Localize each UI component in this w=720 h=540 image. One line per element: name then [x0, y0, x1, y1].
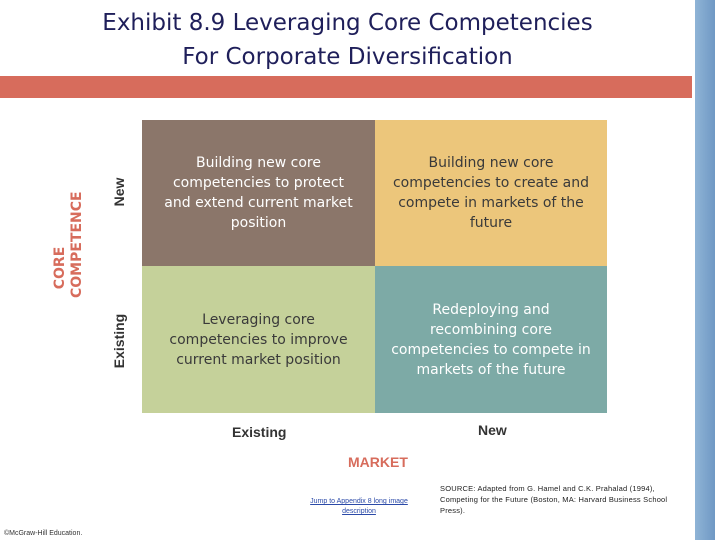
jump-to-appendix-link[interactable]: Jump to Appendix 8 long image descriptio…	[310, 498, 408, 515]
title-line-1: Exhibit 8.9 Leveraging Core Competencies	[102, 10, 593, 36]
y-tick-existing: Existing	[111, 313, 127, 369]
y-tick-new: New	[111, 177, 127, 207]
source-note: SOURCE: Adapted from G. Hamel and C.K. P…	[440, 484, 668, 515]
cell-top-right-text: Building new core competencies to create…	[392, 155, 590, 231]
cell-top-right: Building new core competencies to create…	[375, 120, 607, 266]
cell-bottom-left: Leveraging core competencies to improve …	[142, 266, 375, 413]
copyright-note: ©McGraw-Hill Education.	[4, 530, 83, 537]
sidebar-stripe	[695, 0, 715, 540]
cell-bottom-right-text: Redeploying and recombining core compete…	[391, 301, 591, 378]
cell-bottom-left-text: Leveraging core competencies to improve …	[169, 311, 348, 368]
y-axis-label-text: CORE COMPETENCE	[52, 191, 85, 298]
x-tick-existing: Existing	[232, 424, 287, 440]
cell-top-left: Building new core competencies to protec…	[142, 120, 375, 266]
y-axis-label: CORE COMPETENCE	[52, 191, 92, 328]
x-axis-label: MARKET	[348, 454, 408, 470]
cell-top-left-text: Building new core competencies to protec…	[164, 155, 353, 231]
title-line-2: For Corporate Diversification	[182, 44, 513, 70]
cell-bottom-right: Redeploying and recombining core compete…	[375, 266, 607, 413]
slide-title: Exhibit 8.9 Leveraging Core Competencies…	[0, 6, 695, 74]
title-accent-bar	[0, 76, 692, 98]
x-tick-new: New	[478, 422, 507, 438]
